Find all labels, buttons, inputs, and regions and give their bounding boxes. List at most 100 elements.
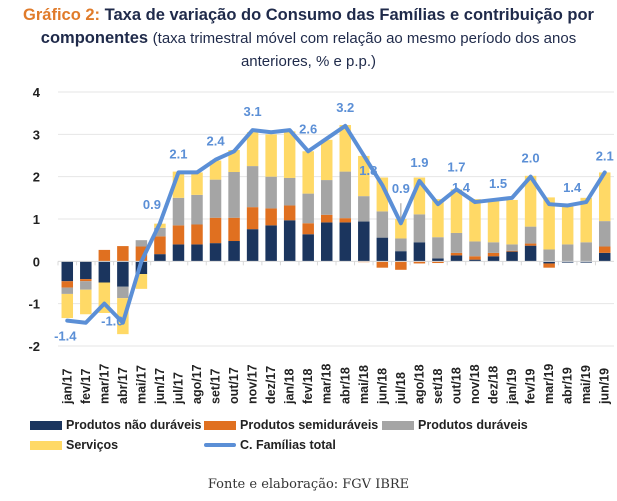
bar-segment bbox=[283, 177, 296, 206]
bar-segment bbox=[432, 199, 444, 238]
bar-segment bbox=[376, 237, 389, 262]
bar-segment bbox=[302, 223, 314, 235]
legend-swatch bbox=[30, 420, 62, 430]
bar-segment bbox=[358, 155, 370, 197]
bar-segment bbox=[61, 287, 74, 294]
bar-segment bbox=[524, 245, 537, 262]
bar-segment bbox=[172, 244, 185, 262]
bar-segment bbox=[506, 251, 518, 262]
bar-segment bbox=[320, 222, 333, 262]
bar-segment bbox=[598, 252, 611, 262]
x-tick-label: jul/18 bbox=[394, 372, 408, 405]
bar-segment bbox=[395, 251, 407, 262]
bar-segment bbox=[135, 240, 148, 247]
bar-segment bbox=[432, 237, 444, 259]
x-tick-label: mar/19 bbox=[542, 364, 556, 404]
y-tick-label: 3 bbox=[33, 127, 40, 142]
x-tick-label: nov/17 bbox=[246, 364, 260, 404]
bar-segment bbox=[228, 149, 240, 173]
data-label: 2.0 bbox=[522, 151, 540, 166]
bar-segment bbox=[506, 199, 518, 245]
bar-segment bbox=[450, 232, 463, 253]
x-tick-label: jun/17 bbox=[153, 368, 167, 405]
bar-segment bbox=[358, 196, 370, 222]
x-tick-label: jun/18 bbox=[375, 368, 389, 405]
bar-segment bbox=[598, 172, 611, 222]
data-label: 2.6 bbox=[299, 121, 317, 136]
bar-segment bbox=[320, 139, 333, 181]
bar-segment bbox=[246, 229, 259, 262]
x-tick-label: mar/17 bbox=[97, 364, 111, 404]
bar-segment bbox=[209, 160, 222, 180]
bar-segment bbox=[80, 281, 92, 290]
x-tick-label: mar/18 bbox=[320, 364, 334, 404]
bar-segment bbox=[302, 151, 314, 194]
x-tick-label: mai/19 bbox=[579, 365, 593, 404]
x-tick-label: fev/17 bbox=[79, 369, 93, 404]
bar-segment bbox=[598, 221, 611, 247]
data-labels: -1.4-1.00.92.12.43.12.63.21.80.91.9 1.71.… bbox=[54, 100, 614, 344]
bar-segment bbox=[469, 241, 481, 257]
source-note: Fonte e elaboração: FGV IBRE bbox=[207, 477, 410, 492]
data-label: 0.9 bbox=[143, 197, 161, 212]
x-tick-label: fev/18 bbox=[301, 369, 315, 404]
bar-segment bbox=[302, 193, 314, 224]
x-axis bbox=[57, 260, 614, 266]
data-label: 3.1 bbox=[244, 104, 262, 119]
chart-title: Gráfico 2: Taxa de variação do Consumo d… bbox=[0, 4, 617, 73]
bar-segment bbox=[320, 214, 333, 223]
bar-segment bbox=[450, 255, 463, 262]
x-tick-label: set/18 bbox=[431, 369, 445, 404]
y-tick-label: 0 bbox=[33, 254, 40, 269]
bar-segment bbox=[469, 259, 481, 262]
legend-swatch bbox=[204, 420, 236, 430]
legend-label: Produtos semiduráveis bbox=[240, 418, 379, 432]
data-label: 1.4 bbox=[563, 180, 582, 195]
data-label: 1.9 bbox=[410, 155, 428, 170]
bar-segment bbox=[506, 250, 518, 252]
bar-segment bbox=[580, 197, 592, 243]
bar-segment bbox=[191, 244, 203, 262]
bar-segment bbox=[376, 261, 389, 268]
x-tick-label: jan/18 bbox=[283, 369, 297, 405]
data-label: -1.0 bbox=[101, 314, 123, 329]
bar-segment bbox=[469, 199, 481, 242]
bar-segment bbox=[487, 199, 500, 243]
legend-swatch bbox=[30, 440, 62, 450]
data-label: 2.4 bbox=[206, 134, 225, 149]
data-label: -1.4 bbox=[54, 329, 77, 344]
x-tick-label: abr/17 bbox=[116, 367, 130, 404]
title-main: Taxa de variação do Consumo das Famílias… bbox=[104, 6, 594, 24]
bar-segment bbox=[265, 208, 277, 226]
bar-segment bbox=[543, 197, 555, 250]
bar-segment bbox=[302, 234, 314, 262]
bar-segment bbox=[265, 176, 277, 209]
x-tick-label: mai/17 bbox=[134, 365, 148, 404]
bar-segment bbox=[265, 225, 277, 262]
bar-segment bbox=[598, 246, 611, 253]
x-tick-label: nov/18 bbox=[468, 364, 482, 404]
data-label: 3.2 bbox=[336, 100, 354, 115]
bar-stacks bbox=[61, 125, 611, 335]
x-tick-label: ago/17 bbox=[190, 364, 204, 404]
bar-segment bbox=[228, 172, 240, 218]
bar-segment bbox=[432, 258, 444, 262]
x-tick-label: out/17 bbox=[227, 367, 241, 404]
bar-segment bbox=[61, 293, 74, 319]
y-axis-ticks: 4 3 2 1 0 -1 -2 bbox=[28, 85, 40, 354]
bar-segment bbox=[154, 227, 166, 237]
bar-segment bbox=[154, 254, 166, 262]
x-axis-ticks: jan/17 fev/17 mar/17 abr/17 mai/17 jun/17 jul/… bbox=[60, 364, 611, 405]
legend-label: Produtos não duráveis bbox=[66, 418, 202, 432]
bar-segment bbox=[80, 289, 92, 315]
bar-segment bbox=[339, 171, 352, 219]
bar-segment bbox=[580, 261, 592, 263]
title-main-cont: componentes bbox=[40, 29, 149, 47]
bar-segment bbox=[283, 131, 296, 178]
legend-swatch bbox=[382, 420, 414, 430]
bar-segment bbox=[228, 217, 240, 242]
bar-segment bbox=[61, 261, 74, 282]
bar-segment bbox=[61, 281, 74, 288]
x-tick-label: abr/18 bbox=[338, 367, 352, 404]
total-line-path bbox=[65, 123, 607, 325]
